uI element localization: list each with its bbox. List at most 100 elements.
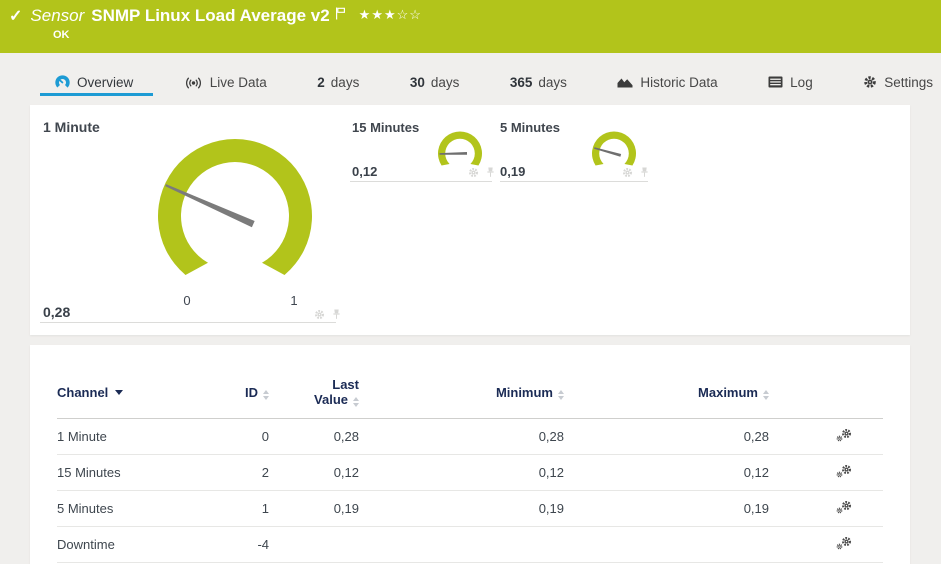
tab-log[interactable]: Log	[768, 75, 813, 90]
gauge-scale-max: 1	[290, 293, 298, 308]
gauge-needle	[439, 151, 468, 155]
sensor-header: ✓ Sensor SNMP Linux Load Average v2 ★★★☆…	[0, 0, 941, 53]
table-row: 1 Minute 0 0,28 0,28 0,28	[57, 418, 883, 455]
sort-icon	[263, 389, 269, 400]
cell-last-value: 0,12	[277, 454, 367, 491]
table-row: 5 Minutes 1 0,19 0,19 0,19	[57, 490, 883, 527]
cell-channel[interactable]: 15 Minutes	[57, 454, 232, 491]
tile-actions	[468, 167, 496, 178]
cell-maximum: 0,19	[572, 490, 777, 527]
active-tab-indicator	[40, 93, 153, 96]
tile-divider	[350, 181, 492, 182]
tile-actions	[622, 167, 650, 178]
tab-label: Historic Data	[640, 74, 718, 90]
live-data-icon	[185, 77, 201, 88]
column-label: Channel	[57, 384, 109, 400]
cell-channel[interactable]: 5 Minutes	[57, 490, 232, 527]
gauge-title-15-minutes: 15 Minutes	[352, 120, 420, 135]
column-label: Minimum	[495, 384, 553, 400]
cell-minimum: 0,19	[367, 490, 572, 527]
table-header-row: Channel ID Last Value Minimum Maximum	[57, 377, 883, 419]
pin-icon[interactable]	[485, 167, 496, 178]
gauge-title-1-minute: 1 Minute	[43, 119, 100, 135]
cell-channel[interactable]: Downtime	[57, 526, 232, 563]
tab-2-days[interactable]: 2 days	[317, 75, 359, 90]
cell-maximum: 0,28	[572, 418, 777, 455]
tab-365-days[interactable]: 365 days	[510, 75, 567, 90]
column-header-last-value[interactable]: Last Value	[277, 377, 367, 419]
tab-30-days[interactable]: 30 days	[410, 75, 460, 90]
pin-icon[interactable]	[331, 309, 342, 320]
sort-icon	[558, 389, 564, 400]
priority-stars[interactable]: ★★★☆☆	[359, 7, 422, 23]
column-header-actions	[777, 377, 883, 419]
cell-minimum: 0,28	[367, 418, 572, 455]
tab-label: days	[538, 74, 567, 90]
cell-id: 1	[232, 490, 277, 527]
tab-number: 2	[317, 74, 325, 90]
gear-icon[interactable]	[314, 309, 325, 320]
column-header-channel[interactable]: Channel	[57, 377, 232, 419]
channels-table: Channel ID Last Value Minimum Maximum 1 M…	[57, 377, 883, 563]
pin-icon[interactable]	[639, 167, 650, 178]
column-label: Value	[314, 392, 348, 407]
tab-number: 30	[409, 74, 425, 90]
gauge-5-minutes	[592, 131, 636, 166]
channel-settings-icon[interactable]	[836, 464, 852, 478]
channel-settings-icon[interactable]	[836, 428, 852, 442]
gauge-arc	[158, 139, 312, 275]
tab-overview[interactable]: Overview	[55, 75, 133, 90]
gauges-panel: 1 Minute 0 1 0,28 15 Minutes 0,12	[30, 105, 910, 335]
tile-actions	[314, 309, 342, 320]
gauge-1-minute	[158, 139, 312, 275]
gear-icon[interactable]	[468, 167, 479, 178]
column-label: Maximum	[698, 384, 758, 400]
gauge-value-5-minutes: 0,19	[500, 164, 526, 179]
gauge-needle	[165, 184, 255, 228]
channel-settings-icon[interactable]	[836, 500, 852, 514]
gauge-scale-min: 0	[183, 293, 191, 308]
cell-last-value: 0,28	[277, 418, 367, 455]
cell-last-value: 0,19	[277, 490, 367, 527]
tab-live-data[interactable]: Live Data	[184, 75, 267, 90]
historic-data-icon	[617, 78, 633, 88]
cell-id: 0	[232, 418, 277, 455]
tab-number: 365	[509, 74, 533, 90]
cell-actions	[777, 526, 883, 563]
tab-label: Log	[790, 74, 813, 90]
page-title: SNMP Linux Load Average v2	[91, 6, 330, 25]
column-header-id[interactable]: ID	[232, 377, 277, 419]
cell-minimum	[367, 526, 572, 563]
table-row: Downtime -4	[57, 526, 883, 563]
table-row: 15 Minutes 2 0,12 0,12 0,12	[57, 454, 883, 491]
stars-filled: ★★★	[358, 7, 397, 22]
gauge-needle	[594, 147, 622, 157]
sensor-type-label: Sensor	[30, 6, 85, 25]
column-label: Last	[332, 377, 359, 392]
tab-bar: Overview Live Data 2 days 30 days 365 da…	[55, 64, 933, 100]
flag-icon[interactable]	[335, 7, 346, 25]
tab-historic-data[interactable]: Historic Data	[617, 74, 718, 90]
tab-label: days	[330, 74, 360, 90]
cell-id: -4	[232, 526, 277, 563]
gauge-title-5-minutes: 5 Minutes	[500, 120, 560, 135]
tab-label: Overview	[77, 74, 134, 90]
column-label: ID	[245, 384, 258, 400]
gauge-value-15-minutes: 0,12	[352, 164, 378, 179]
column-header-minimum[interactable]: Minimum	[367, 377, 572, 419]
tab-settings[interactable]: Settings	[863, 75, 933, 90]
tab-label: Live Data	[209, 74, 267, 90]
tab-label: Settings	[884, 74, 933, 90]
cell-channel[interactable]: 1 Minute	[57, 418, 232, 455]
cell-last-value	[277, 526, 367, 563]
gauge-15-minutes	[438, 131, 482, 166]
gauge-arc	[592, 131, 636, 166]
gear-icon[interactable]	[622, 167, 633, 178]
tile-divider	[500, 181, 648, 182]
channel-settings-icon[interactable]	[836, 536, 852, 550]
log-icon	[768, 76, 783, 88]
column-header-maximum[interactable]: Maximum	[572, 377, 777, 419]
cell-actions	[777, 490, 883, 527]
status-ok-check-icon: ✓	[9, 8, 23, 25]
